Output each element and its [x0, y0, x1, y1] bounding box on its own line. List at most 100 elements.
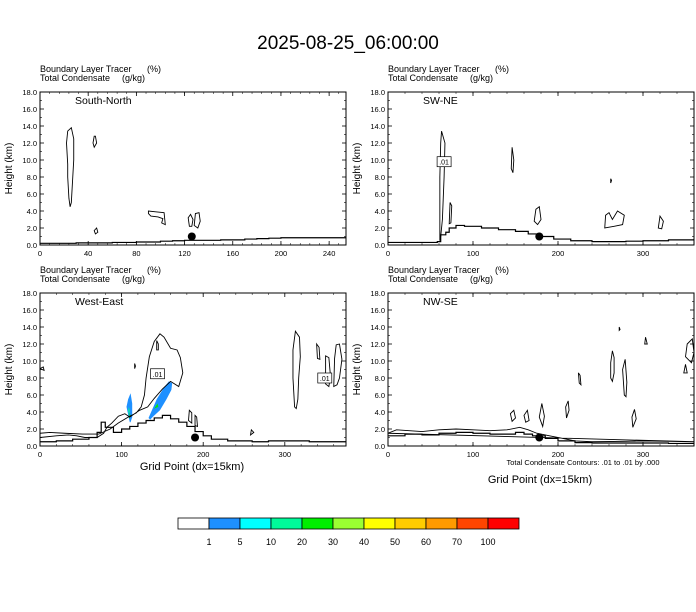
colorbar-swatch-9 — [456, 517, 489, 530]
y-tick-label: 6.0 — [27, 190, 37, 199]
plot-frame — [39, 292, 347, 447]
condensate-contour-4 — [194, 414, 198, 428]
panel-2: Boundary Layer Tracer (%) Total Condensate… — [4, 265, 347, 459]
condensate-contour-5 — [193, 212, 201, 229]
condensate-contour-3 — [533, 205, 542, 226]
x-tick-label: 200 — [552, 450, 565, 459]
y-tick-label: 6.0 — [375, 190, 385, 199]
colorbar-swatch-4 — [301, 517, 334, 530]
condensate-contour-6 — [292, 330, 301, 410]
y-tick-label: 4.0 — [375, 207, 385, 216]
colorbar-swatch-6 — [363, 517, 396, 530]
header-tracer-unit: (%) — [495, 265, 509, 275]
x-tick-label: 100 — [467, 450, 480, 459]
x-tick-label: 300 — [637, 249, 650, 258]
panels: Boundary Layer Tracer (%) Total Condensate… — [4, 64, 695, 459]
header-tracer: Boundary Layer Tracer — [388, 64, 480, 74]
header-condensate: Total Condensate — [40, 274, 110, 284]
panel-3: Boundary Layer Tracer (%) Total Condensate… — [352, 265, 695, 459]
tracer-shade-0 — [126, 393, 133, 423]
y-tick-label: 18.0 — [22, 88, 37, 97]
y-tick-label: 4.0 — [375, 408, 385, 417]
condensate-contour-1 — [92, 135, 98, 149]
condensate-contour-10 — [40, 366, 45, 372]
colorbar-swatch-2 — [239, 517, 272, 530]
y-axis-label: Height (km) — [4, 143, 15, 195]
tracer-shade-1 — [148, 381, 173, 420]
plot-area — [40, 126, 346, 244]
y-tick-label: 10.0 — [22, 156, 37, 165]
x-tick-label: 120 — [178, 249, 191, 258]
x-axis-label-left: Grid Point (dx=15km) — [140, 461, 244, 473]
panel-title: South-North — [75, 95, 132, 107]
y-tick-label: 8.0 — [27, 173, 37, 182]
condensate-contour-3 — [538, 403, 545, 429]
condensate-contour-0 — [66, 126, 75, 207]
y-tick-label: 12.0 — [22, 139, 37, 148]
condensate-contour-6 — [657, 214, 664, 230]
x-tick-label: 160 — [226, 249, 239, 258]
header-tracer-unit: (%) — [147, 64, 161, 74]
y-tick-label: 10.0 — [370, 156, 385, 165]
y-tick-label: 6.0 — [27, 391, 37, 400]
x-tick-label: 240 — [323, 249, 336, 258]
contour-label-box-1 — [317, 372, 333, 384]
header-tracer-unit: (%) — [495, 64, 509, 74]
plot-area: .01 .01 — [40, 330, 346, 443]
y-tick-label: 14.0 — [22, 323, 37, 332]
y-tick-label: 16.0 — [22, 306, 37, 315]
header-tracer: Boundary Layer Tracer — [40, 64, 132, 74]
condensate-contour-4 — [604, 210, 625, 229]
x-tick-label: 0 — [386, 450, 390, 459]
y-tick-label: 8.0 — [375, 173, 385, 182]
y-tick-label: 10.0 — [22, 357, 37, 366]
condensate-contour-7 — [618, 326, 621, 332]
location-marker — [535, 433, 544, 442]
plot-area — [388, 326, 694, 445]
colorbar-swatch-7 — [394, 517, 427, 530]
y-tick-label: 8.0 — [375, 374, 385, 383]
y-tick-label: 0.0 — [375, 442, 385, 451]
y-tick-label: 4.0 — [27, 207, 37, 216]
colorbar-swatch-3 — [270, 517, 303, 530]
condensate-contour-10 — [644, 337, 648, 345]
panel-0: Boundary Layer Tracer (%) Total Condensate… — [4, 64, 347, 258]
colorbar-label-2: 10 — [266, 537, 276, 547]
condensate-contour-9 — [631, 409, 637, 428]
header-condensate-unit: (g/kg) — [470, 73, 493, 83]
condensate-contour-8 — [325, 355, 331, 388]
colorbar-swatch-1 — [208, 517, 241, 530]
condensate-contour-4 — [187, 213, 194, 227]
condensate-contour-7 — [316, 342, 321, 360]
header-condensate-unit: (g/kg) — [122, 73, 145, 83]
colorbar-label-4: 30 — [328, 537, 338, 547]
condensate-contour-2 — [510, 147, 515, 173]
colorbar-swatch-5 — [332, 517, 365, 530]
y-tick-label: 8.0 — [27, 374, 37, 383]
header-condensate: Total Condensate — [40, 73, 110, 83]
condensate-contour-5 — [249, 428, 255, 437]
y-tick-label: 16.0 — [22, 105, 37, 114]
condensate-contour-5 — [577, 372, 582, 386]
terrain-line — [40, 414, 346, 443]
condensate-contour-6 — [610, 350, 615, 383]
y-tick-label: 4.0 — [27, 408, 37, 417]
y-axis-label: Height (km) — [4, 344, 15, 396]
y-tick-label: 0.0 — [27, 241, 37, 250]
condensate-contour-1 — [156, 340, 159, 351]
y-tick-label: 16.0 — [370, 306, 385, 315]
colorbar-label-1: 5 — [237, 537, 242, 547]
condensate-contour-1 — [509, 409, 516, 423]
tracer-shade-2 — [128, 406, 130, 416]
location-marker — [187, 232, 196, 241]
condensate-contour-2 — [93, 227, 99, 235]
colorbar: 1 5 10 20 30 40 50 60 70 100 — [177, 517, 520, 547]
condensate-contour-0 — [40, 333, 184, 438]
y-tick-label: 18.0 — [22, 289, 37, 298]
header-tracer: Boundary Layer Tracer — [388, 265, 480, 275]
y-tick-label: 18.0 — [370, 88, 385, 97]
y-tick-label: 14.0 — [22, 122, 37, 131]
header-condensate-unit: (g/kg) — [122, 274, 145, 284]
condensate-contour-2 — [134, 363, 136, 369]
panel-title: SW-NE — [423, 95, 458, 107]
